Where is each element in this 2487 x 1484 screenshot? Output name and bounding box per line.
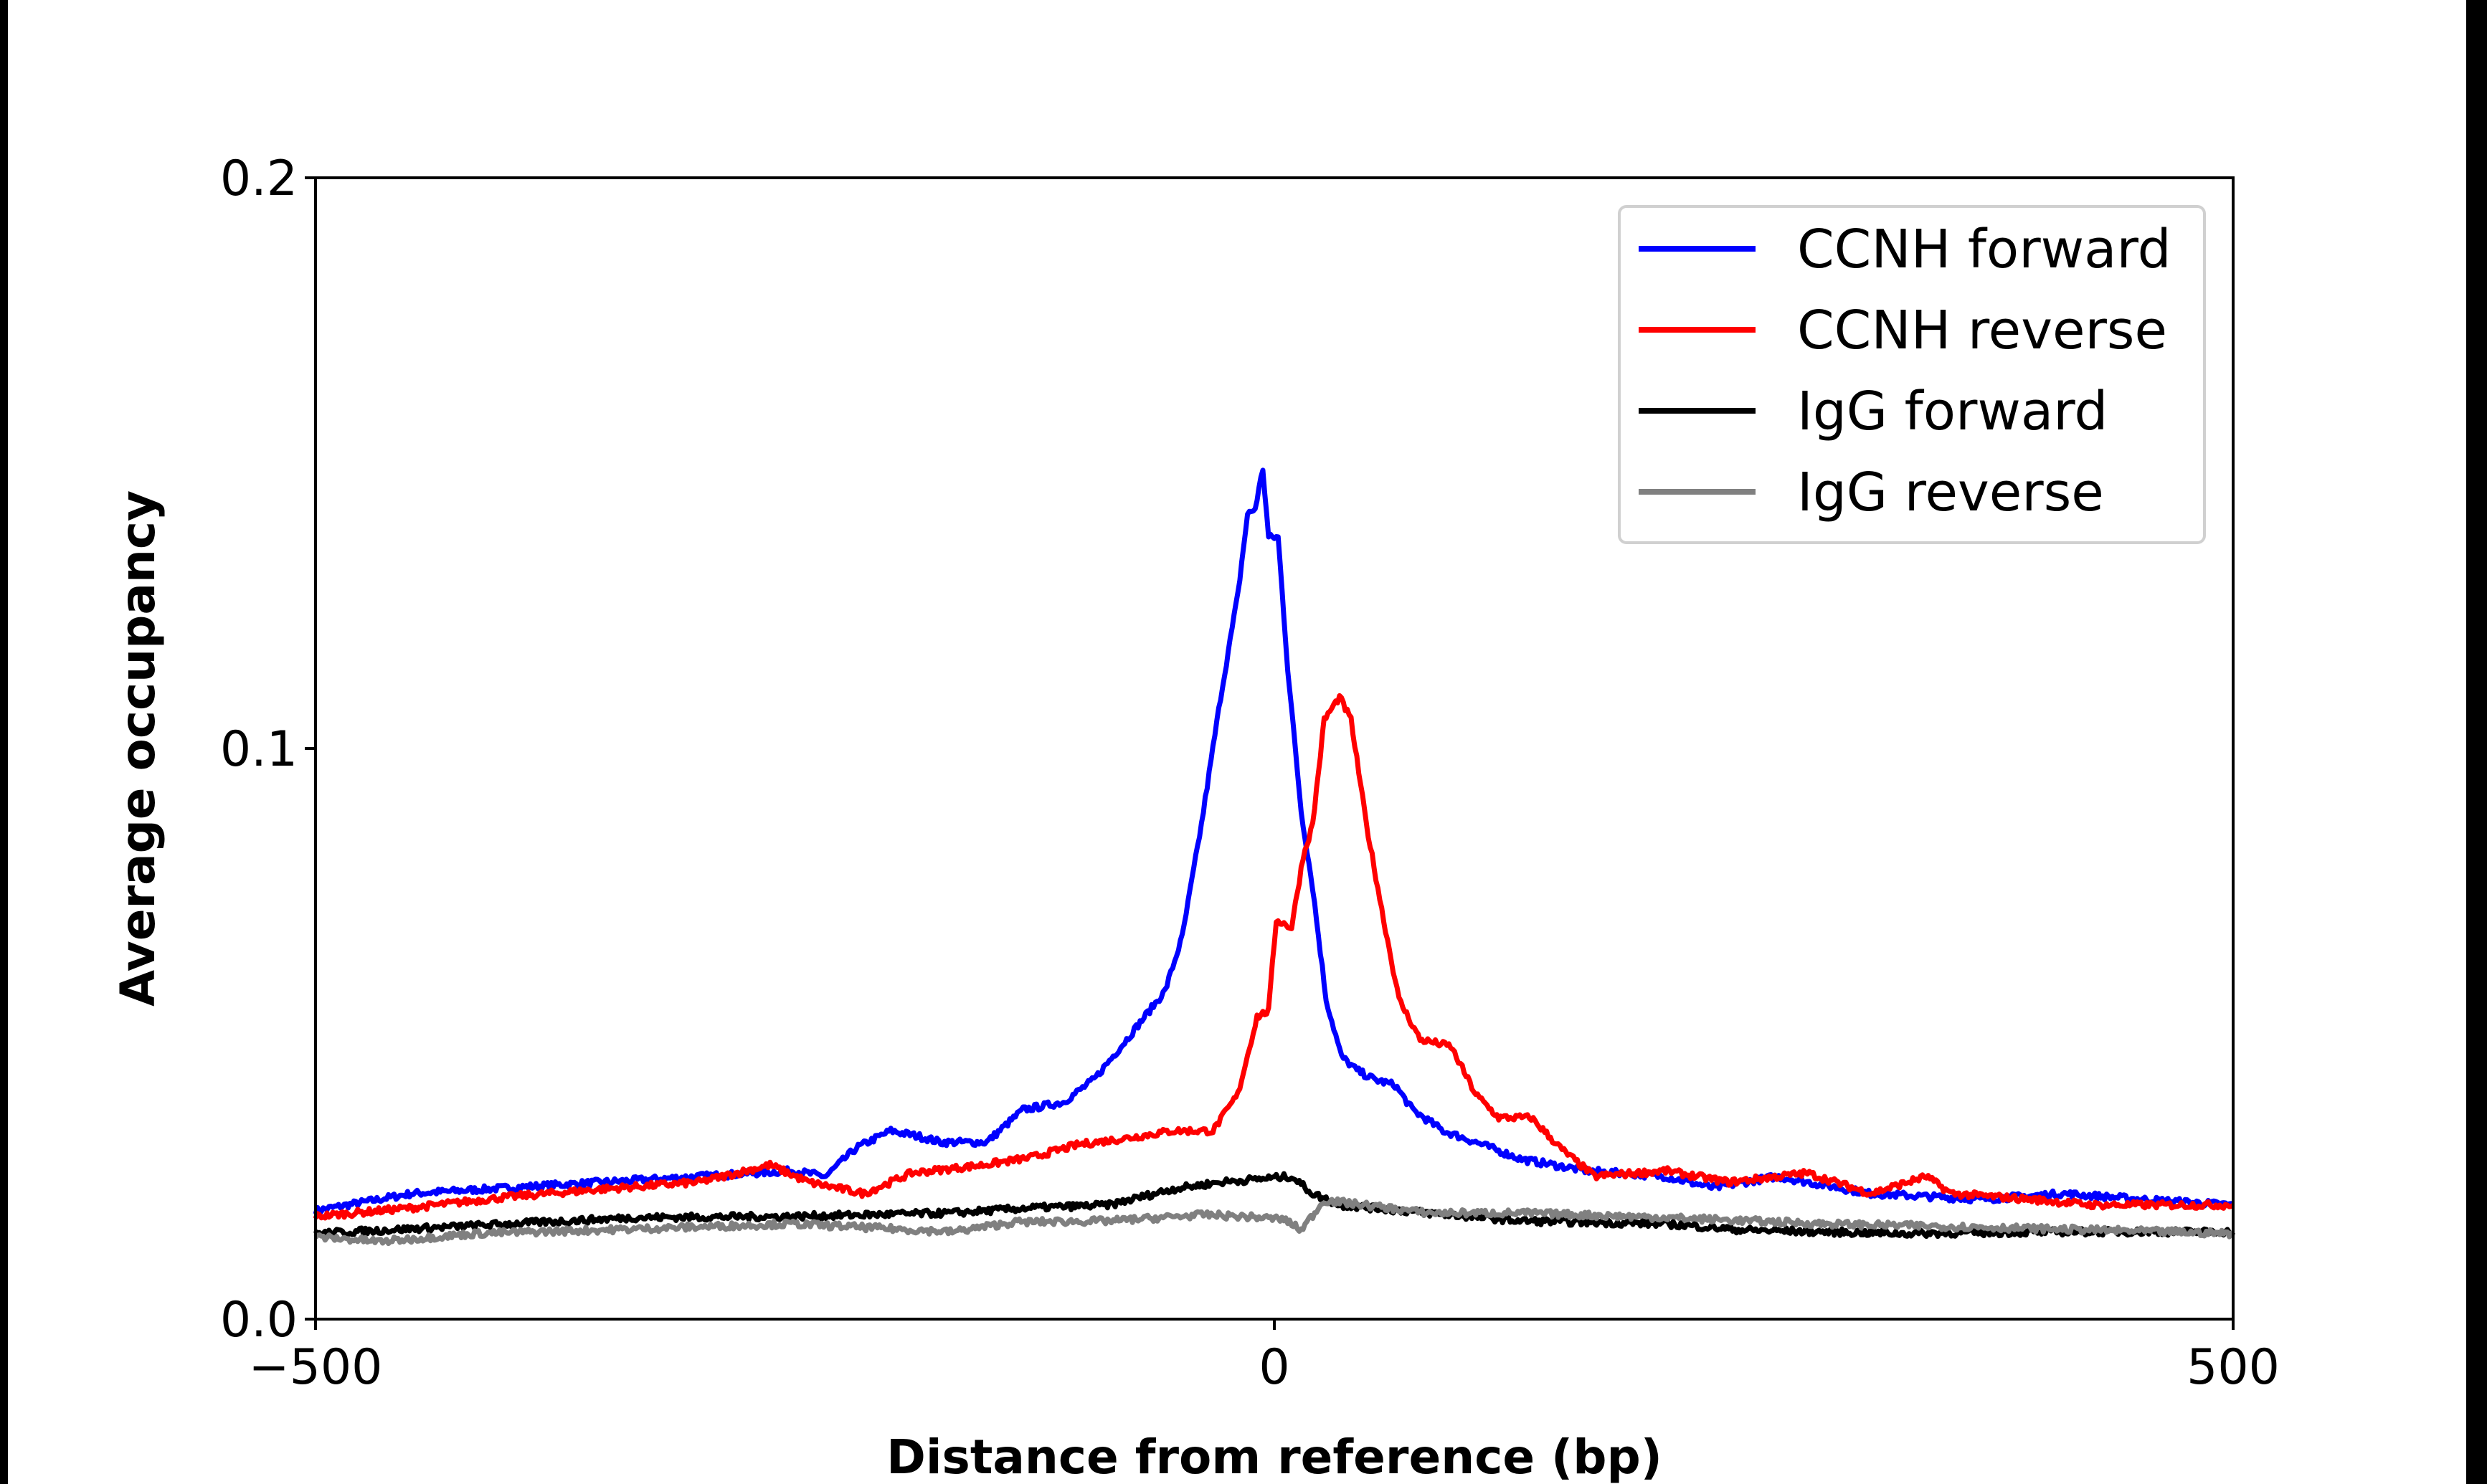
- legend-box: [1618, 205, 2206, 544]
- y-tick-label: 0.1: [220, 721, 298, 778]
- x-tick-label: 500: [2187, 1339, 2280, 1396]
- legend-item: IgG forward: [1639, 381, 2108, 442]
- legend-label: IgG reverse: [1797, 462, 2104, 523]
- series-line-ccnh-reverse: [313, 693, 2235, 1221]
- series-line-ccnh-forward: [313, 467, 2235, 1215]
- legend-label: CCNH forward: [1797, 219, 2171, 280]
- y-axis-label: Average occupancy: [110, 490, 166, 1007]
- right-border: [2466, 0, 2487, 1484]
- legend-item: CCNH forward: [1639, 219, 2171, 280]
- legend-label: CCNH reverse: [1797, 300, 2167, 361]
- series-line-igg-reverse: [313, 1196, 2235, 1247]
- legend-item: IgG reverse: [1639, 462, 2104, 523]
- legend-item: CCNH reverse: [1639, 300, 2167, 361]
- legend-label: IgG forward: [1797, 381, 2108, 442]
- x-axis-label: Distance from reference (bp): [886, 1430, 1662, 1484]
- legend: CCNH forward CCNH reverse IgG forward IgG r…: [1618, 205, 2206, 544]
- y-tick-label: 0.0: [220, 1292, 298, 1349]
- left-border: [0, 0, 8, 1484]
- x-tick-label: −500: [249, 1339, 383, 1396]
- y-tick-label: 0.2: [220, 151, 298, 207]
- x-tick-label: 0: [1259, 1339, 1289, 1396]
- series-line-igg-forward: [313, 1171, 2235, 1240]
